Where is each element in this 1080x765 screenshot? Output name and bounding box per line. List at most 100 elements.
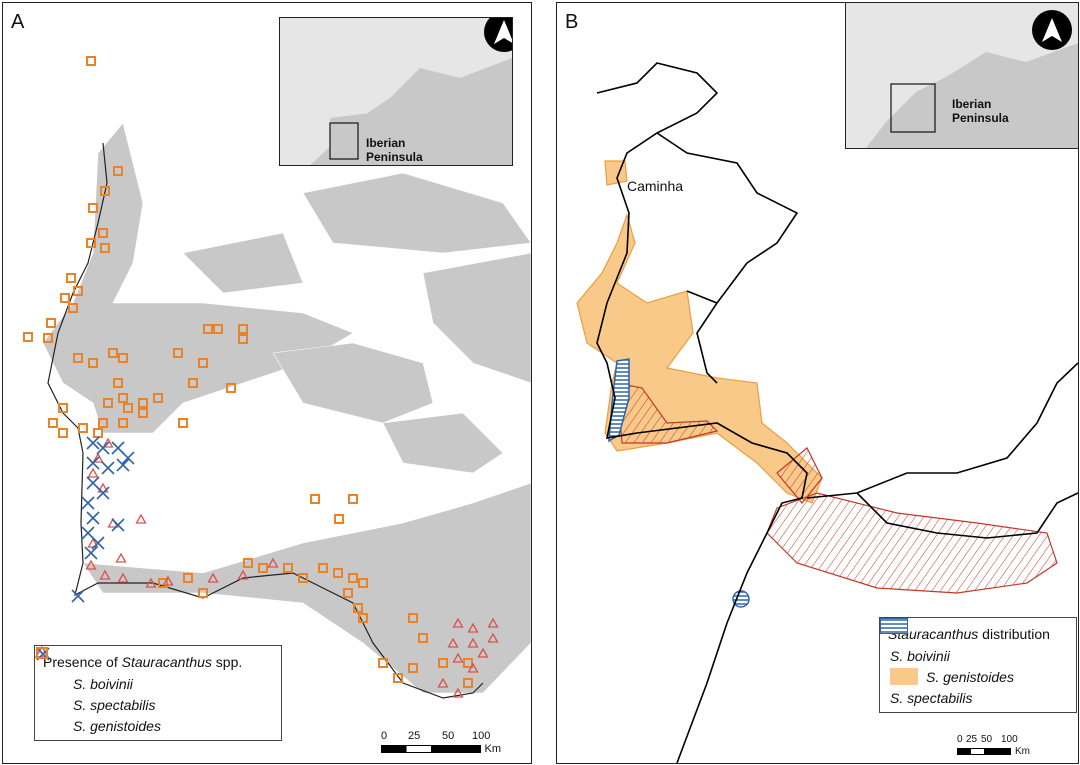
spectabilis-range [608,358,630,443]
inset-label: Iberian Peninsula [366,136,423,164]
genistoides-marker [60,293,70,303]
gray-landcover [272,342,434,424]
legend-item-boivinii: S. boivinii [880,618,1066,665]
genistoides-marker [463,658,473,668]
genistoides-marker [118,418,128,428]
boivinii-marker [207,572,219,583]
gray-landcover [422,252,531,384]
coastline-and-borders [596,62,1078,763]
genistoides-marker [48,418,58,428]
genistoides-marker [188,378,198,388]
genistoides-marker [100,186,110,196]
genistoides-marker [418,633,428,643]
genistoides-marker [43,333,53,343]
genistoides-marker [66,273,76,283]
boivinii-marker [452,652,464,663]
inset-label: Iberian Peninsula [952,97,1009,125]
inset-label-line: Iberian [366,136,406,150]
genistoides-marker [86,238,96,248]
boivinii-marker [487,632,499,643]
inset-extent-box [890,83,936,133]
genistoides-marker [73,286,83,296]
genistoides-marker [258,563,268,573]
spectabilis-marker [86,436,100,450]
spectabilis-marker [111,518,125,532]
genistoides-marker [334,514,344,524]
occurrence-markers [23,56,499,698]
genistoides-marker [113,166,123,176]
spectabilis-marker [81,496,95,510]
legend-item-genistoides: S. genistoides [890,667,1066,686]
genistoides-marker [318,563,328,573]
spectabilis-marker [71,589,85,603]
genistoides-marker [283,563,293,573]
genistoides-marker [103,398,113,408]
genistoides-marker [238,324,248,334]
north-arrow-icon [1032,10,1072,50]
legend-item-spectabilis: S. spectabilis [36,647,271,714]
spectabilis-marker [121,451,135,465]
genistoides-marker [98,228,108,238]
striped-swatch-icon [880,618,908,634]
boivinii-marker [437,677,449,688]
panel-label: A [11,11,25,33]
genistoides-marker [118,393,128,403]
boivinii-marker [115,552,127,563]
genistoides-marker [173,348,183,358]
genistoides-marker [113,378,123,388]
inset-map: Iberian Peninsula [845,3,1078,149]
genistoides-marker [243,558,253,568]
inset-label-line: Peninsula [366,150,423,164]
inset-extent-box [329,122,359,160]
spectabilis-marker [101,461,115,475]
genistoides-marker [183,573,193,583]
genistoides-marker [463,678,473,688]
genistoides-marker [310,494,320,504]
panel-label: B [565,11,579,33]
genistoides-marker [88,203,98,213]
genistoides-marker [93,428,103,438]
genistoides-marker [408,613,418,623]
spectabilis-marker [86,511,100,525]
spectabilis-marker [116,458,130,472]
boivinii-marker [467,662,479,673]
gray-landcover [182,232,304,294]
boivinii-marker [135,513,147,524]
genistoides-marker [68,303,78,313]
genistoides-marker [98,418,108,428]
boivinii-marker [267,557,279,568]
genistoides-marker [23,332,33,342]
boivinii-marker [145,577,157,588]
genistoides-marker [203,324,213,334]
genistoides-marker [298,573,308,583]
genistoides-marker [100,243,110,253]
genistoides-marker [73,353,83,363]
genistoides-marker [438,658,448,668]
inset-label-line: Peninsula [952,111,1009,125]
boivinii-marker [102,437,114,448]
legend-item-spectabilis: S. spectabilis [880,618,1066,707]
boivinii-range [616,382,1058,594]
boivinii-marker [162,575,174,586]
scale-bar: 0 25 50 100 Km [381,730,501,755]
genistoides-marker [343,588,353,598]
genistoides-marker [58,428,68,438]
boivinii-marker [85,559,97,570]
panel-b-distribution-map: B Caminha Iberian Peninsula Stauracanthu… [556,2,1079,764]
genistoides-marker [358,613,368,623]
north-arrow-icon [484,18,512,52]
genistoides-marker [213,324,223,334]
genistoides-marker [198,588,208,598]
legend-item-boivinii: S. boivinii [35,646,271,693]
spectabilis-range [732,590,750,608]
genistoides-marker [348,573,358,583]
inset-map: Iberian Peninsula [279,17,513,166]
genistoides-marker [108,348,118,358]
boivinii-marker [467,637,479,648]
genistoides-marker [118,353,128,363]
spectabilis-marker [86,456,100,470]
spectabilis-marker [96,486,110,500]
genistoides-marker [86,56,96,66]
gray-landcover [382,412,504,474]
